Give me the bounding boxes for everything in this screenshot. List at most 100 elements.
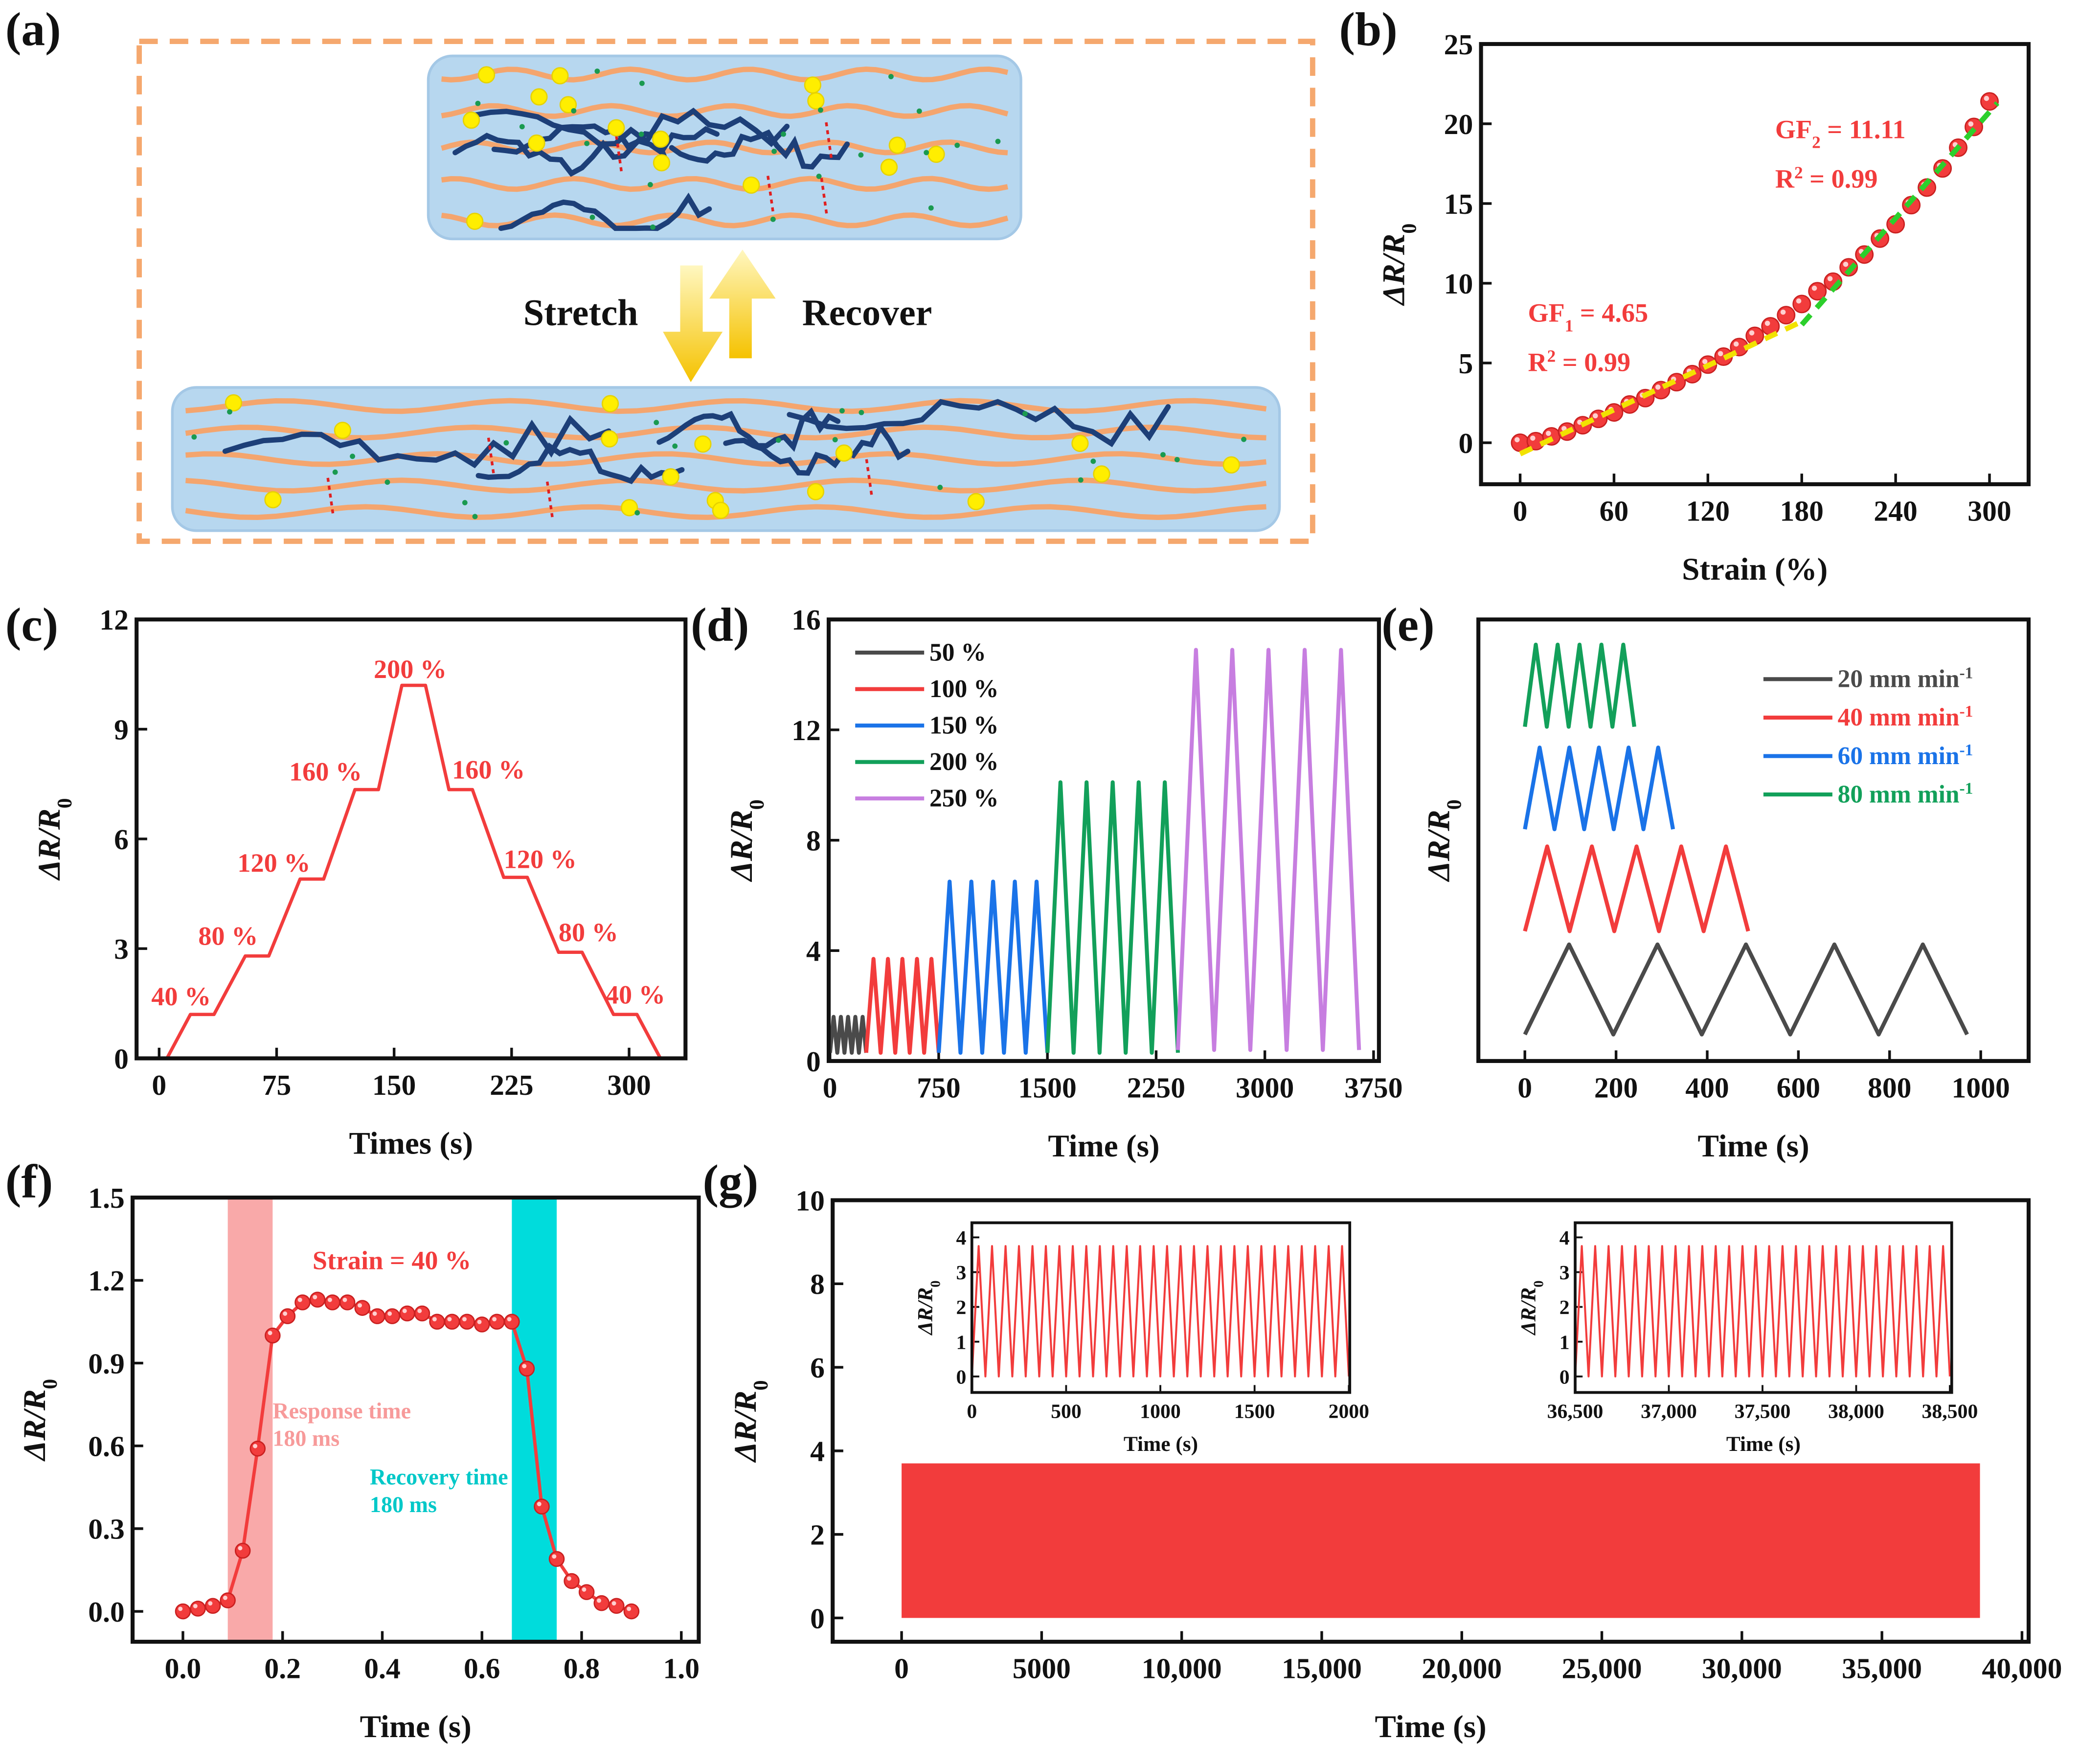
text-part: 80 mm min	[1838, 780, 1960, 808]
crosslink-dot	[804, 76, 821, 94]
text-part: R	[1775, 164, 1795, 193]
ion-dot	[519, 124, 525, 130]
data-point-highlight	[1968, 121, 1974, 127]
data-point-highlight	[372, 1311, 377, 1316]
crosslink-dot	[652, 130, 670, 148]
conductive-chain	[475, 442, 685, 484]
annotation: GF2 = 11.11	[1775, 114, 1906, 151]
text-part: 0	[745, 799, 768, 810]
x-tick-label: 400	[1685, 1071, 1729, 1104]
data-point-highlight	[1764, 320, 1770, 326]
y-tick-label: 2	[1559, 1296, 1570, 1319]
plot-frame	[831, 1198, 2031, 1644]
y-tick-label: 0.9	[88, 1347, 125, 1380]
dashed-frame	[136, 39, 1315, 544]
fit-line-fit1	[1519, 319, 1803, 456]
data-point-highlight	[537, 1502, 542, 1506]
conductive-chain	[473, 108, 790, 147]
data-point	[324, 1294, 340, 1311]
text-part: Recovery time	[370, 1465, 508, 1490]
text-part: ΔR/R	[913, 1288, 937, 1336]
data-point-highlight	[627, 1606, 632, 1611]
ion-dot	[1090, 458, 1096, 464]
data-point	[339, 1294, 356, 1311]
text-part: 2	[1812, 133, 1821, 152]
text-part: 2	[1547, 346, 1556, 365]
x-tick-label: 500	[1051, 1401, 1082, 1423]
text-part: 40 mm min	[1838, 703, 1960, 731]
cycle-series	[864, 957, 941, 1055]
ion-dot	[1241, 436, 1247, 442]
annotation: 180 ms	[272, 1426, 339, 1451]
x-axis-label: Time (s)	[1048, 1129, 1159, 1164]
panel-letter: (f)	[5, 1155, 53, 1208]
crosslink-dot	[551, 67, 569, 85]
ion-dot	[937, 484, 943, 490]
y-tick-label: 2	[810, 1519, 825, 1551]
crosslink-dot	[653, 154, 671, 172]
crosslink-dot	[466, 212, 484, 230]
polymer-chain	[185, 451, 1267, 467]
legend-label: 200 %	[929, 748, 999, 776]
y-tick-label: 1	[1559, 1331, 1570, 1354]
ion-dot	[818, 107, 823, 113]
data-point	[414, 1305, 430, 1322]
conductive-chain	[723, 422, 911, 476]
x-tick-label: 0.0	[165, 1652, 202, 1685]
polymer-chain	[441, 212, 1009, 228]
y-tick-label: 8	[806, 824, 821, 857]
x-tick-label: 180	[1780, 495, 1824, 527]
x-tick-label: 600	[1777, 1071, 1820, 1104]
annotation: 200 %	[374, 655, 447, 684]
y-axis-label: ΔR/R0	[17, 1379, 61, 1462]
data-point-highlight	[253, 1444, 258, 1448]
data-point-highlight	[1717, 351, 1723, 357]
x-axis-label: Time (s)	[360, 1709, 472, 1744]
data-point-highlight	[1749, 330, 1755, 336]
axes-f: 0.0 0.2 0.4 0.6 0.8 1.0 0.0 0.3 0.6 0.9 1.2 1.5	[88, 1182, 700, 1685]
annotation: Response time	[272, 1398, 411, 1423]
axes-g: 0 5000 10,000 15,000 20,000 25,000 30,000 35,00…	[795, 1184, 2062, 1684]
x-tick-label: 200	[1594, 1071, 1638, 1104]
data-point-highlight	[1593, 413, 1598, 419]
ion-dot	[775, 437, 781, 443]
y-tick-label: 4	[810, 1435, 825, 1468]
text-part: ΔR/R	[728, 1391, 763, 1464]
data-point-highlight	[597, 1598, 601, 1603]
x-tick-label: 37,500	[1735, 1401, 1791, 1423]
data-point	[354, 1300, 370, 1316]
data-point	[369, 1308, 385, 1324]
annotation: 160 %	[289, 757, 362, 786]
fit-line-fit2	[1800, 101, 2000, 327]
annotation: 120 %	[504, 845, 577, 874]
cycle-series	[1045, 780, 1180, 1055]
text-part: = 11.11	[1821, 114, 1906, 144]
data-point	[309, 1291, 326, 1308]
text-part: 100 %	[929, 675, 999, 703]
ion-dot	[462, 500, 468, 505]
x-tick-label: 0	[1513, 495, 1528, 527]
annotation: R2 = 0.99	[1775, 163, 1878, 194]
data-point-highlight	[1780, 309, 1786, 315]
text-part: 0	[1398, 224, 1421, 234]
cycle-series	[1175, 648, 1361, 1052]
cyclic-signal-block	[902, 1463, 1980, 1618]
x-tick-label: 0	[894, 1652, 909, 1685]
ion-dot	[634, 510, 640, 516]
x-tick-label: 35,000	[1842, 1652, 1922, 1685]
y-tick-label: 15	[1444, 188, 1473, 220]
text-part: 200 %	[374, 655, 447, 684]
ion-dot	[589, 214, 595, 220]
ion-dot	[995, 138, 1001, 144]
panel-letters: (a) (b) (c) (d) (e) (f) (g)	[5, 3, 1435, 1208]
ion-dot	[781, 131, 786, 137]
inset-x-axis-label: Time (s)	[1726, 1432, 1801, 1456]
data-point-highlight	[342, 1297, 347, 1302]
data-point	[399, 1305, 415, 1322]
y-tick-label: 3	[956, 1262, 967, 1284]
text-part: 250 %	[929, 785, 999, 813]
text-part: 0	[39, 1379, 62, 1389]
data-point-highlight	[1702, 359, 1708, 364]
